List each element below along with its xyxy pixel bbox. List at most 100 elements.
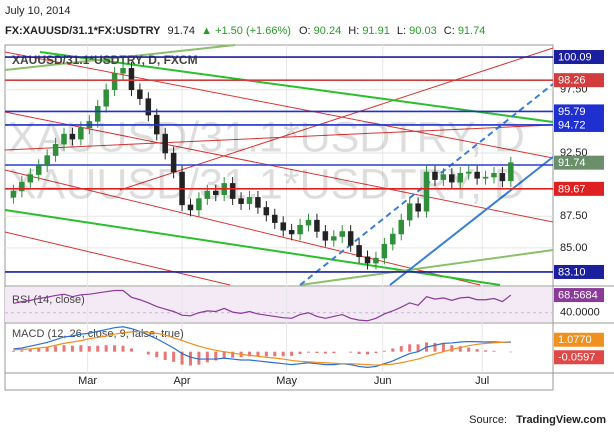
histogram-bar [214, 351, 218, 361]
histogram-bar [374, 351, 378, 354]
histogram-bar [28, 348, 32, 352]
histogram-label-box [554, 350, 604, 365]
candle-body [61, 133, 67, 145]
candle-body [196, 198, 202, 211]
candle-body [213, 190, 219, 196]
histogram-bar [391, 348, 395, 352]
histogram-bar [450, 345, 454, 352]
histogram-bar [163, 351, 167, 360]
histogram-bar [264, 351, 268, 357]
macd-line [13, 326, 511, 368]
source-label: Source: [469, 414, 507, 426]
candle-body [187, 204, 194, 211]
trend-line [119, 47, 554, 191]
quote-line: FX:XAUUSD/31.1*FX:USDTRY 91.74 ▲ +1.50 (… [5, 25, 485, 37]
candle-body [255, 197, 261, 208]
candle-body [52, 143, 59, 156]
histogram-bar [357, 351, 361, 354]
histogram-bar [37, 348, 41, 352]
histogram-bar [315, 351, 319, 354]
histogram-bar [366, 351, 370, 355]
candle-body [423, 171, 430, 212]
candle-body [398, 219, 404, 235]
last-price-box [554, 155, 604, 170]
candle-body [94, 105, 101, 122]
symbol: FX:XAUUSD/31.1*FX:USDTRY [5, 25, 161, 37]
histogram-bar [492, 350, 496, 352]
histogram-bar [231, 351, 235, 358]
last: 91.74 [168, 25, 196, 37]
candle-body [128, 68, 135, 91]
candle-body [314, 219, 320, 232]
candle-body [35, 165, 42, 175]
candle-body [465, 171, 472, 174]
last-price: 91.74 [558, 157, 586, 169]
trend-line [299, 249, 554, 286]
histogram-bar [441, 343, 445, 352]
histogram-bar [433, 342, 437, 352]
h-label: H: [348, 25, 359, 37]
histogram-bar [256, 351, 260, 357]
candle-body [440, 174, 447, 180]
candle-body [449, 174, 455, 183]
histogram-bar [205, 351, 209, 363]
histogram-bar [87, 346, 91, 352]
histogram-bar [155, 351, 159, 358]
histogram-bar [129, 348, 133, 352]
candle-body [364, 256, 371, 264]
x-tick-label: Jun [374, 375, 392, 387]
histogram-bar [54, 346, 58, 352]
histogram-bar [113, 345, 117, 352]
candle-body [145, 98, 152, 116]
candle-body [272, 214, 278, 223]
date: July 10, 2014 [5, 5, 70, 17]
candle-body [491, 173, 497, 178]
candle-body [44, 155, 50, 166]
histogram-bar [20, 350, 24, 352]
histogram-bar [222, 351, 226, 359]
histogram-bar [188, 351, 192, 366]
candle-body [432, 171, 438, 180]
arrow: ▲ [201, 25, 212, 37]
rsi-label: 68.5684 [558, 289, 598, 301]
candle-body [482, 176, 489, 179]
candle-body [474, 171, 480, 179]
histogram-bar [458, 346, 462, 352]
level-label: 89.67 [558, 183, 586, 195]
l-label: L: [397, 25, 406, 37]
candle-body [457, 173, 464, 183]
source: TradingView.com [516, 414, 606, 426]
histogram-bar [104, 345, 108, 352]
candle-body [19, 181, 25, 192]
level-label: 95.79 [558, 106, 586, 118]
histogram-label: -0.0597 [558, 352, 595, 364]
histogram-bar [273, 351, 277, 357]
candle-body [339, 231, 345, 237]
drawing-tools [4, 44, 554, 286]
candle-body [229, 183, 236, 199]
candle-body [297, 224, 303, 235]
candle-body [78, 127, 84, 140]
watermark: XAUUSD/31.1*USDTRY, D [8, 160, 525, 208]
trend-line [39, 51, 554, 123]
h-value: 91.91 [362, 25, 390, 37]
histogram-bar [79, 345, 83, 352]
histogram-bar [121, 345, 125, 352]
level-label: 100.09 [558, 51, 592, 63]
candle-body [10, 190, 17, 198]
candle-body [238, 198, 244, 204]
histogram-bar [484, 350, 488, 352]
candle-body [27, 174, 34, 183]
histogram-bar [96, 345, 100, 352]
trend-line [4, 124, 554, 151]
histogram-bar [408, 344, 412, 352]
histogram-bar [247, 351, 251, 357]
watermark: XAUUSD/31.1*USDTRY, D [8, 113, 525, 161]
histogram-bar [180, 351, 184, 365]
candle-body [204, 190, 211, 199]
histogram-bar [45, 347, 49, 352]
candle-body [280, 222, 286, 231]
candle-body [499, 173, 506, 182]
candle-body [120, 68, 126, 74]
